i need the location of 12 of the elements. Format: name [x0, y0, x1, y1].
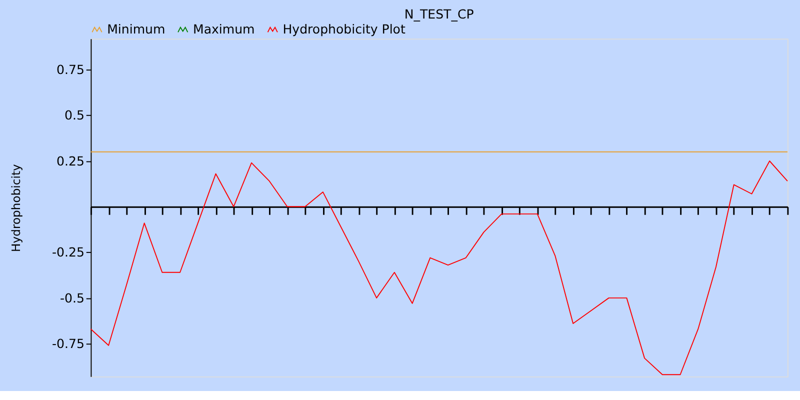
y-tick-label: -0.25 — [52, 244, 84, 260]
legend-label: Maximum — [193, 22, 255, 37]
y-tick-label: -0.5 — [60, 290, 84, 306]
y-tick-label: 0.75 — [56, 62, 84, 78]
y-tick-label: -0.75 — [52, 336, 84, 351]
y-axis-title: Hydrophobicity — [9, 164, 24, 252]
legend-label: Hydrophobicity Plot — [282, 22, 406, 37]
legend-label: Minimum — [107, 22, 166, 37]
chart-title: N_TEST_CP — [404, 6, 474, 22]
y-tick-label: 0.5 — [64, 108, 84, 123]
y-tick-label: 0.25 — [56, 153, 84, 168]
line-series — [90, 160, 788, 376]
